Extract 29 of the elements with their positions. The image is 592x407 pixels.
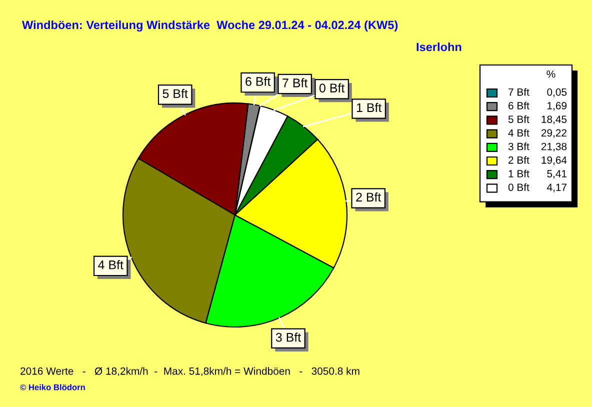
slice-label: 5 Bft bbox=[162, 88, 188, 98]
slice-label: 2 Bft bbox=[356, 192, 382, 202]
legend-label: 7 Bft bbox=[508, 88, 530, 96]
legend-label: 6 Bft bbox=[508, 102, 530, 110]
slice-label: 1 Bft bbox=[356, 102, 382, 112]
legend-title: % bbox=[546, 70, 556, 78]
slice-label: 7 Bft bbox=[282, 78, 308, 88]
legend-label: 0 Bft bbox=[508, 183, 530, 191]
legend-label: 3 Bft bbox=[508, 142, 530, 150]
legend-label: 4 Bft bbox=[508, 128, 530, 137]
data-label: 1,69 bbox=[548, 102, 567, 111]
data-label: 4,17 bbox=[546, 184, 566, 192]
text: 2016 Werte - Ø 18,2km/h - Max. 51,8km/h = Windböen - 3050.8 km bbox=[20, 367, 360, 376]
legend-label: 2 Bft bbox=[508, 156, 530, 164]
slice-label: 6 Bft bbox=[246, 76, 271, 86]
legend-label: 5 Bft bbox=[508, 115, 530, 123]
text: © Heiko Blödorn bbox=[20, 384, 85, 390]
data-label: 5,41 bbox=[547, 170, 566, 179]
chart-subtitle: Iserlohn bbox=[416, 42, 462, 52]
legend-label: 1 Bft bbox=[508, 170, 530, 178]
data-label: 21,38 bbox=[541, 142, 567, 152]
data-label: 0,05 bbox=[547, 88, 567, 98]
slice-label: 3 Bft bbox=[276, 332, 302, 342]
slice-label: 0 Bft bbox=[319, 83, 345, 92]
data-label: 18,45 bbox=[542, 116, 567, 124]
slice-label: 4 Bft bbox=[98, 260, 124, 270]
chart-title: Windböen: Verteilung Windstärke Woche 29.01.24 - 04.02.24 (KW5) bbox=[22, 20, 398, 32]
data-label: 29,22 bbox=[541, 129, 566, 138]
data-label: 19,64 bbox=[542, 156, 567, 166]
